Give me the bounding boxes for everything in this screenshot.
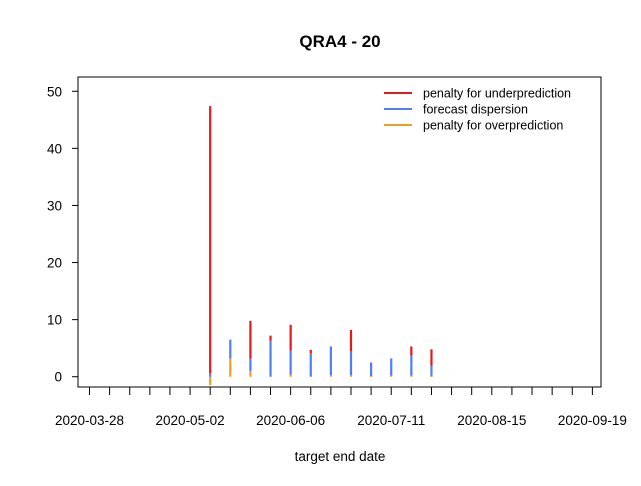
- legend: penalty for underprediction forecast disp…: [384, 87, 571, 133]
- bar-segment: [329, 375, 332, 377]
- bar-segment: [430, 349, 433, 366]
- y-tick-label: 40: [47, 141, 62, 156]
- x-axis: 2020-03-28 2020-05-02 2020-06-06 2020-07-11…: [55, 387, 627, 428]
- bar-segment: [349, 351, 353, 376]
- bar-segment: [410, 355, 413, 376]
- bar-segment: [229, 358, 232, 377]
- bar-segment: [249, 320, 252, 359]
- bar-segment: [349, 375, 353, 377]
- x-tick-label: 2020-08-15: [457, 413, 526, 428]
- x-tick-label: 2020-03-28: [55, 413, 124, 428]
- bar-segment: [349, 329, 353, 352]
- bar-segment: [390, 375, 393, 377]
- y-tick-label: 30: [47, 198, 62, 213]
- bar-marks: [209, 106, 433, 386]
- bar-segment: [209, 106, 212, 374]
- bar-segment: [229, 339, 232, 359]
- x-tick-label: 2020-07-11: [357, 413, 425, 428]
- bar-segment: [410, 346, 413, 356]
- bar-segment: [209, 376, 212, 386]
- x-axis-label: target end date: [295, 449, 386, 464]
- y-tick-label: 20: [47, 256, 62, 271]
- y-axis: 0 10 20 30 40 50: [47, 84, 78, 385]
- bar-segment: [269, 340, 272, 377]
- bar-segment: [249, 358, 252, 372]
- bar-segment: [309, 353, 312, 377]
- bar-segment: [289, 350, 292, 375]
- bar-segment: [329, 346, 332, 376]
- bar-segment: [390, 358, 393, 376]
- y-tick-label: 50: [47, 84, 62, 99]
- plot-frame: [77, 76, 602, 388]
- bar-segment: [370, 376, 373, 377]
- bar-segment: [289, 324, 292, 351]
- chart-title: QRA4 - 20: [299, 32, 380, 51]
- bar-segment: [430, 376, 433, 377]
- y-tick-label: 10: [47, 313, 62, 328]
- x-tick-label: 2020-09-19: [558, 413, 627, 428]
- bar-segment: [430, 365, 433, 377]
- bar-segment: [249, 371, 252, 377]
- legend-label: forecast dispersion: [423, 103, 528, 117]
- bar-segment: [289, 374, 292, 377]
- bar-segment: [269, 335, 272, 341]
- bar-segment: [309, 349, 312, 354]
- bar-segment: [209, 373, 212, 377]
- legend-label: penalty for underprediction: [423, 87, 571, 101]
- x-tick-label: 2020-06-06: [256, 413, 325, 428]
- bar-segment: [410, 375, 413, 377]
- x-tick-label: 2020-05-02: [156, 413, 225, 428]
- bar-segment: [370, 362, 373, 377]
- legend-label: penalty for overprediction: [423, 119, 563, 133]
- y-tick-label: 0: [54, 370, 62, 385]
